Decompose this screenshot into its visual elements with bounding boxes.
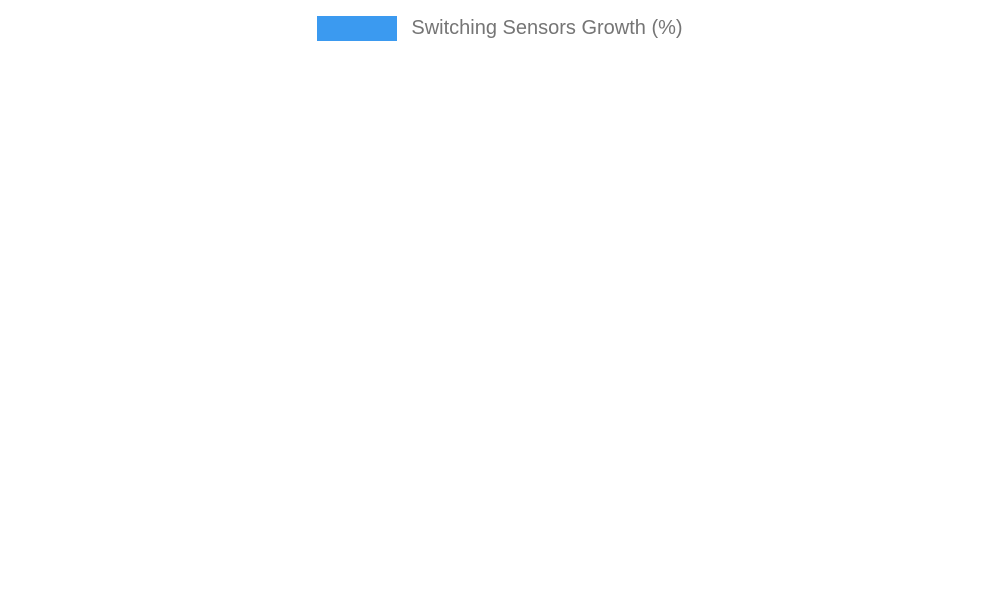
chart-legend[interactable]: Switching Sensors Growth (%) [0, 16, 1000, 41]
legend-label: Switching Sensors Growth (%) [411, 17, 683, 39]
legend-swatch [317, 16, 398, 41]
